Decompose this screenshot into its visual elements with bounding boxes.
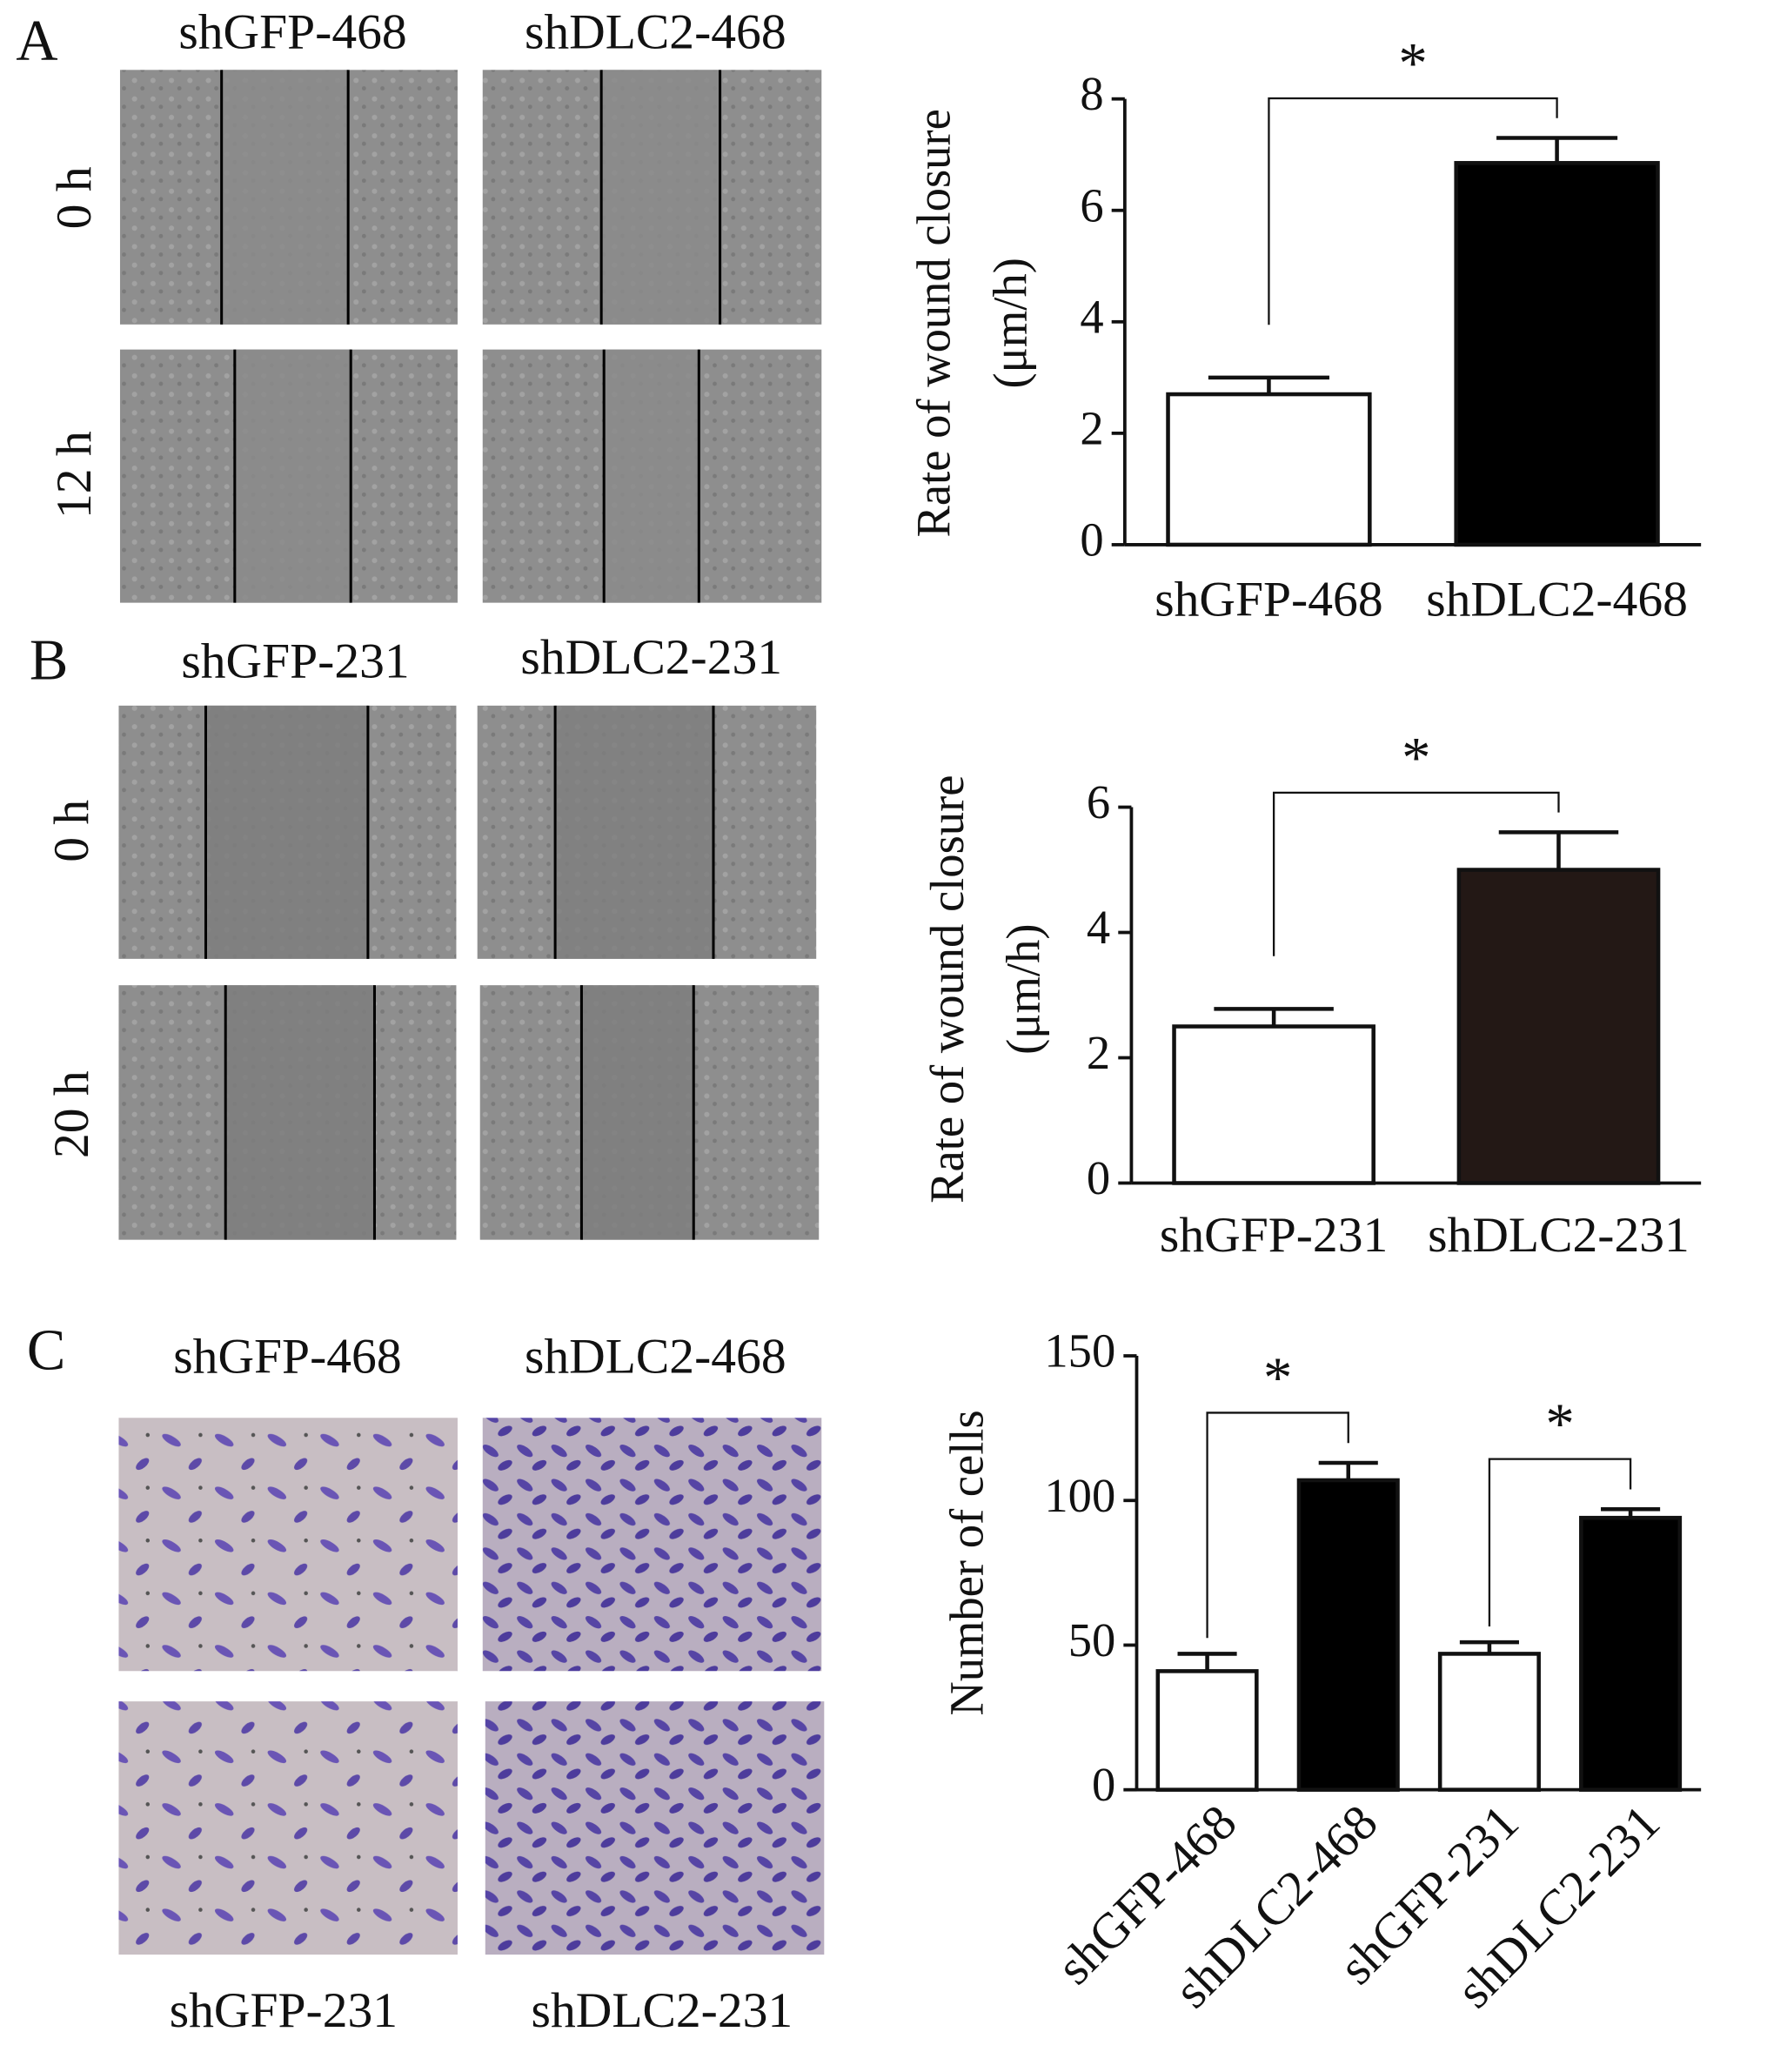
bar	[1579, 1515, 1683, 1792]
y-tick-label: 4	[1080, 290, 1103, 343]
bar	[1454, 161, 1660, 547]
bar	[1172, 1024, 1375, 1185]
column-label: shDLC2-468	[525, 5, 786, 60]
y-tick-label: 2	[1080, 401, 1103, 454]
significance-bracket	[1206, 1412, 1349, 1639]
y-tick-label: 6	[1087, 775, 1110, 828]
significance-label: *	[1398, 32, 1427, 96]
column-label: shDLC2-231	[532, 1983, 793, 2038]
y-axis-label: Number of cells	[940, 1410, 994, 1715]
significance-label: *	[1402, 727, 1430, 790]
y-axis-label: (μm/h)	[997, 923, 1050, 1054]
panel-label: C	[27, 1318, 65, 1382]
column-label: shGFP-231	[181, 634, 409, 689]
bar	[1155, 1669, 1259, 1792]
y-axis-label: (μm/h)	[984, 258, 1037, 388]
bar	[1456, 868, 1661, 1185]
row-label: 0 h	[47, 166, 102, 229]
significance-bracket	[1272, 791, 1560, 956]
y-tick-label: 150	[1044, 1324, 1115, 1378]
y-tick-label: 0	[1080, 513, 1103, 566]
significance-label: *	[1545, 1393, 1574, 1457]
column-label: shGFP-468	[178, 5, 406, 60]
bar	[1166, 392, 1372, 547]
micrographs	[118, 70, 825, 1955]
y-tick-label: 0	[1087, 1151, 1110, 1204]
y-tick-label: 0	[1092, 1758, 1115, 1811]
row-label: 12 h	[47, 431, 102, 519]
panel-label: B	[30, 629, 68, 693]
x-tick-label: shDLC2-468	[1426, 572, 1688, 627]
y-tick-label: 50	[1068, 1613, 1116, 1666]
column-label: shGFP-468	[173, 1329, 401, 1384]
x-tick-label: shGFP-231	[1160, 1208, 1388, 1263]
y-tick-label: 8	[1080, 67, 1103, 120]
row-label: 0 h	[44, 800, 99, 862]
significance-bracket	[1268, 97, 1558, 325]
significance-bracket	[1488, 1458, 1632, 1626]
column-label: shDLC2-468	[525, 1329, 786, 1384]
significance-label: *	[1263, 1346, 1292, 1410]
column-label: shDLC2-231	[520, 630, 782, 685]
y-tick-label: 2	[1087, 1026, 1110, 1079]
y-axis-label: Rate of wound closure	[907, 109, 960, 537]
column-label: shGFP-231	[170, 1983, 398, 2038]
bar	[1296, 1478, 1400, 1792]
x-tick-label: shGFP-468	[1155, 572, 1382, 627]
panel-label: A	[16, 9, 57, 72]
y-tick-label: 4	[1087, 901, 1110, 954]
x-tick-label: shDLC2-231	[1428, 1208, 1690, 1263]
bar	[1437, 1652, 1541, 1792]
y-tick-label: 6	[1080, 178, 1103, 231]
y-axis-label: Rate of wound closure	[920, 775, 974, 1204]
y-tick-label: 100	[1044, 1469, 1115, 1522]
row-label: 20 h	[44, 1070, 99, 1158]
